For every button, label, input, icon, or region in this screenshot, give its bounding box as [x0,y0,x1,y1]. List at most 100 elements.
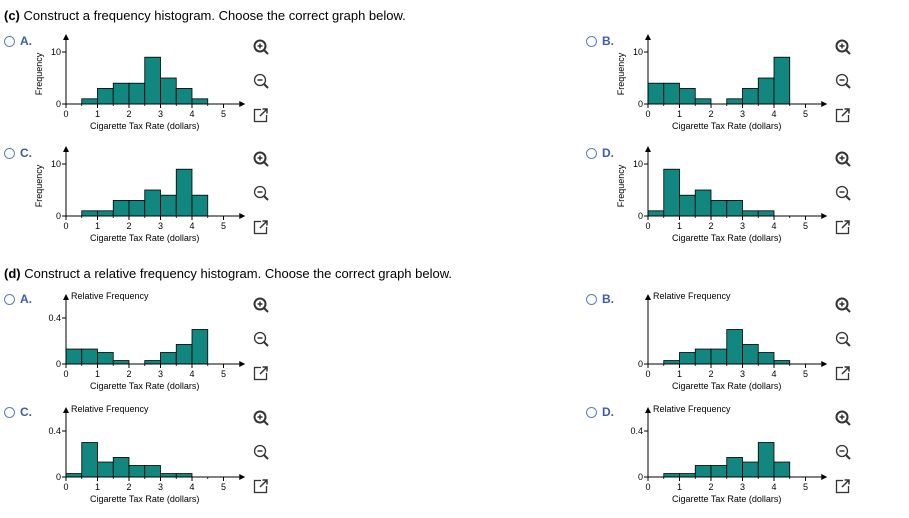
section-c-heading: (c) Construct a frequency histogram. Cho… [4,8,406,23]
zoom-in-icon[interactable] [252,409,270,427]
x-tick-label: 5 [221,109,226,119]
histogram-bar [647,210,665,217]
y-tick-label: 0.4 [630,426,643,436]
x-tick-label: 4 [189,369,194,379]
histogram-bar [663,82,680,105]
y-tick-label: 0.4 [48,426,61,436]
open-new-window-icon[interactable] [252,364,270,382]
x-tick-label: 3 [158,221,163,231]
histogram-bar [710,465,728,478]
x-tick-label: 4 [771,482,776,492]
zoom-out-icon[interactable] [834,443,852,461]
histogram-bar [191,194,209,217]
histogram-bar [679,473,696,478]
x-axis-arrow [821,101,828,107]
radio-c-B[interactable] [586,36,597,47]
option-d-C: C. 0 1 2 3 4 5 0 0.4 Cigarette Tax Rate (dollars)… [4,404,304,513]
open-new-window-icon[interactable] [252,218,270,236]
histogram-bar [742,461,759,478]
histogram-bar [757,77,775,105]
histogram-bar [128,465,146,478]
histogram-bar [112,82,130,105]
x-tick-label: 0 [63,221,68,231]
x-tick-label: 4 [189,221,194,231]
option-d-B: B. 0 1 2 3 4 5 0 Cigarette Tax Rate (dollars) Rel… [586,291,886,400]
histogram-bar [175,168,193,217]
y-tick-label: 0 [56,99,61,109]
histogram-bar [742,88,759,105]
histogram-bar [742,344,759,365]
open-new-window-icon[interactable] [834,364,852,382]
open-new-window-icon[interactable] [834,477,852,495]
open-new-window-icon[interactable] [252,106,270,124]
histogram-bar [175,88,193,105]
y-tick-label: 10 [51,159,61,169]
section-d-text: Construct a relative frequency histogram… [24,266,453,281]
zoom-out-icon[interactable] [834,184,852,202]
radio-c-C[interactable] [4,148,15,159]
x-tick-label: 1 [95,221,100,231]
histogram-bar [160,77,177,105]
zoom-in-icon[interactable] [834,150,852,168]
zoom-out-icon[interactable] [252,72,270,90]
histogram-bar [647,82,665,105]
radio-d-C[interactable] [4,407,15,418]
x-tick-label: 3 [158,369,163,379]
zoom-in-icon[interactable] [252,150,270,168]
zoom-out-icon[interactable] [252,443,270,461]
zoom-in-icon[interactable] [252,296,270,314]
zoom-in-icon[interactable] [834,296,852,314]
open-new-window-icon[interactable] [834,106,852,124]
histogram-bar [191,329,209,365]
y-axis-arrow [63,34,69,40]
histogram-d-D: 0 1 2 3 4 5 0 0.4 Cigarette Tax Rate (dollars) Re… [630,404,828,504]
histogram-bar [663,360,680,365]
option-c-A: A. 0 1 2 3 4 5 0 10 Cigarette Tax Rate (dollars) F… [4,34,304,142]
x-axis-label: Cigarette Tax Rate (dollars) [672,381,781,391]
zoom-in-icon[interactable] [834,38,852,56]
radio-c-A[interactable] [4,36,15,47]
section-d-letter: (d) [4,266,21,281]
x-axis-label: Cigarette Tax Rate (dollars) [90,381,199,391]
x-tick-label: 4 [189,109,194,119]
y-tick-label: 10 [51,47,61,57]
y-axis-arrow [645,294,651,300]
radio-d-A[interactable] [4,294,15,305]
y-tick-label: 0 [638,99,643,109]
x-tick-label: 1 [677,482,682,492]
option-c-C: C. 0 1 2 3 4 5 0 10 Cigarette Tax Rate (dollars) F… [4,146,304,254]
zoom-out-icon[interactable] [252,330,270,348]
x-axis-label: Cigarette Tax Rate (dollars) [90,233,199,243]
option-c-D: D. 0 1 2 3 4 5 0 10 Cigarette Tax Rate (dollars) F… [586,146,886,254]
y-tick-label: 0 [56,359,61,369]
zoom-in-icon[interactable] [834,409,852,427]
x-tick-label: 5 [221,221,226,231]
x-tick-label: 2 [126,482,131,492]
x-tick-label: 4 [771,221,776,231]
radio-c-D[interactable] [586,148,597,159]
zoom-in-icon[interactable] [252,38,270,56]
open-new-window-icon[interactable] [252,477,270,495]
histogram-bar [757,210,775,217]
x-axis-label: Cigarette Tax Rate (dollars) [672,121,781,131]
option-letter: A. [20,292,32,306]
radio-d-B[interactable] [586,294,597,305]
x-tick-label: 3 [740,221,745,231]
x-axis-arrow [821,474,828,480]
histogram-bar [726,329,743,365]
x-tick-label: 2 [708,109,713,119]
x-tick-label: 0 [645,221,650,231]
zoom-out-icon[interactable] [252,184,270,202]
open-new-window-icon[interactable] [834,218,852,236]
section-c-letter: (c) [4,8,20,23]
x-axis-arrow [239,101,246,107]
y-tick-label: 0.4 [48,313,61,323]
x-tick-label: 1 [677,109,682,119]
histogram-c-C: 0 1 2 3 4 5 0 10 Cigarette Tax Rate (dollars) Fre… [34,146,246,243]
histogram-bar [160,473,177,478]
zoom-out-icon[interactable] [834,72,852,90]
histogram-bar [97,88,114,105]
radio-d-D[interactable] [586,407,597,418]
zoom-out-icon[interactable] [834,330,852,348]
x-tick-label: 3 [740,482,745,492]
